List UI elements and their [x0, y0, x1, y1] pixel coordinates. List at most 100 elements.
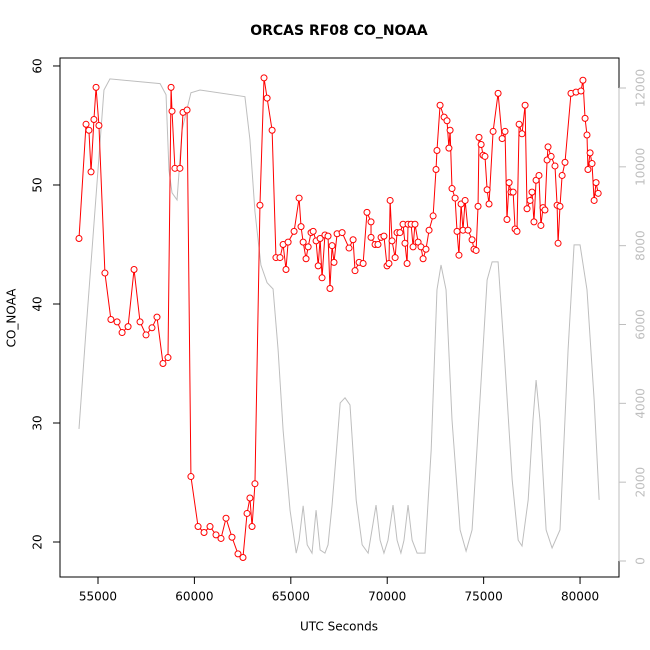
y-tick-label: 40	[31, 296, 45, 311]
data-point	[581, 114, 589, 122]
data-point	[509, 188, 517, 196]
data-point	[477, 141, 485, 149]
data-point	[505, 179, 513, 187]
data-point	[200, 528, 208, 536]
data-point	[349, 236, 357, 244]
data-point	[124, 323, 132, 331]
data-point	[330, 258, 338, 266]
data-point	[515, 120, 523, 128]
data-point	[592, 179, 600, 187]
y-tick-label: 30	[31, 415, 45, 430]
data-point	[318, 274, 326, 282]
data-point	[248, 523, 256, 531]
data-point	[590, 196, 598, 204]
y-tick-label: 60	[31, 58, 45, 73]
data-point	[351, 267, 359, 275]
data-point	[282, 265, 290, 273]
data-point	[153, 313, 161, 321]
data-point	[523, 205, 531, 213]
y2-tick-label: 12000	[634, 69, 648, 107]
data-point	[481, 152, 489, 160]
data-point	[483, 186, 491, 194]
data-point	[513, 227, 521, 235]
data-point	[541, 206, 549, 214]
y-tick-label: 50	[31, 177, 45, 192]
data-point	[256, 201, 264, 209]
data-point	[243, 509, 251, 517]
data-point	[136, 318, 144, 326]
data-point	[411, 220, 419, 228]
data-point	[501, 127, 509, 135]
data-point	[419, 255, 427, 263]
data-point	[164, 354, 172, 362]
data-point	[386, 196, 394, 204]
y2-tick-label: 4000	[634, 388, 648, 419]
data-point	[475, 133, 483, 141]
data-point	[304, 243, 312, 251]
data-point	[101, 269, 109, 277]
x-tick-label: 75000	[465, 590, 503, 604]
x-tick-label: 65000	[272, 590, 310, 604]
data-point	[95, 121, 103, 129]
y-axis-label: CO_NOAA	[5, 288, 19, 348]
data-point	[494, 89, 502, 97]
data-point	[579, 76, 587, 84]
x-tick-label: 55000	[79, 590, 117, 604]
data-point	[82, 120, 90, 128]
data-point	[295, 194, 303, 202]
data-point	[326, 285, 334, 293]
data-point	[503, 215, 511, 223]
data-point	[324, 232, 332, 240]
data-point	[586, 149, 594, 157]
data-point	[359, 260, 367, 268]
data-point	[87, 168, 95, 176]
data-point	[367, 218, 375, 226]
data-point	[594, 189, 602, 197]
data-point	[537, 221, 545, 229]
data-point	[268, 126, 276, 134]
data-point	[464, 226, 472, 234]
data-point	[183, 106, 191, 114]
data-point	[239, 553, 247, 561]
data-point	[217, 534, 225, 542]
data-point	[518, 130, 526, 138]
data-point	[380, 232, 388, 240]
data-point	[142, 331, 150, 339]
data-point	[176, 164, 184, 172]
y2-tick-label: 2000	[634, 467, 648, 498]
data-point	[528, 188, 536, 196]
data-point	[314, 262, 322, 270]
data-point	[148, 324, 156, 332]
data-point	[461, 196, 469, 204]
data-point	[530, 218, 538, 226]
data-point	[436, 101, 444, 109]
data-point	[422, 245, 430, 253]
data-point	[526, 196, 534, 204]
y2-tick-label: 10000	[634, 148, 648, 186]
data-point	[535, 171, 543, 179]
data-point	[374, 240, 382, 248]
data-point	[367, 233, 375, 241]
x-axis-label: UTC Seconds	[300, 620, 378, 634]
data-point	[92, 83, 100, 91]
data-point	[498, 135, 506, 143]
data-point	[302, 255, 310, 263]
data-point	[90, 116, 98, 124]
data-point	[433, 146, 441, 154]
data-point	[556, 202, 564, 210]
data-point	[168, 107, 176, 115]
data-point	[85, 126, 93, 134]
data-point	[194, 523, 202, 531]
data-point	[212, 531, 220, 539]
data-point	[290, 227, 298, 235]
data-point	[297, 223, 305, 231]
data-point	[159, 359, 167, 367]
data-point	[299, 238, 307, 246]
chart-title: ORCAS RF08 CO_NOAA	[250, 23, 428, 39]
y2-tick-label: 6000	[634, 309, 648, 340]
data-point	[345, 244, 353, 252]
data-point	[222, 514, 230, 522]
data-point	[544, 143, 552, 151]
